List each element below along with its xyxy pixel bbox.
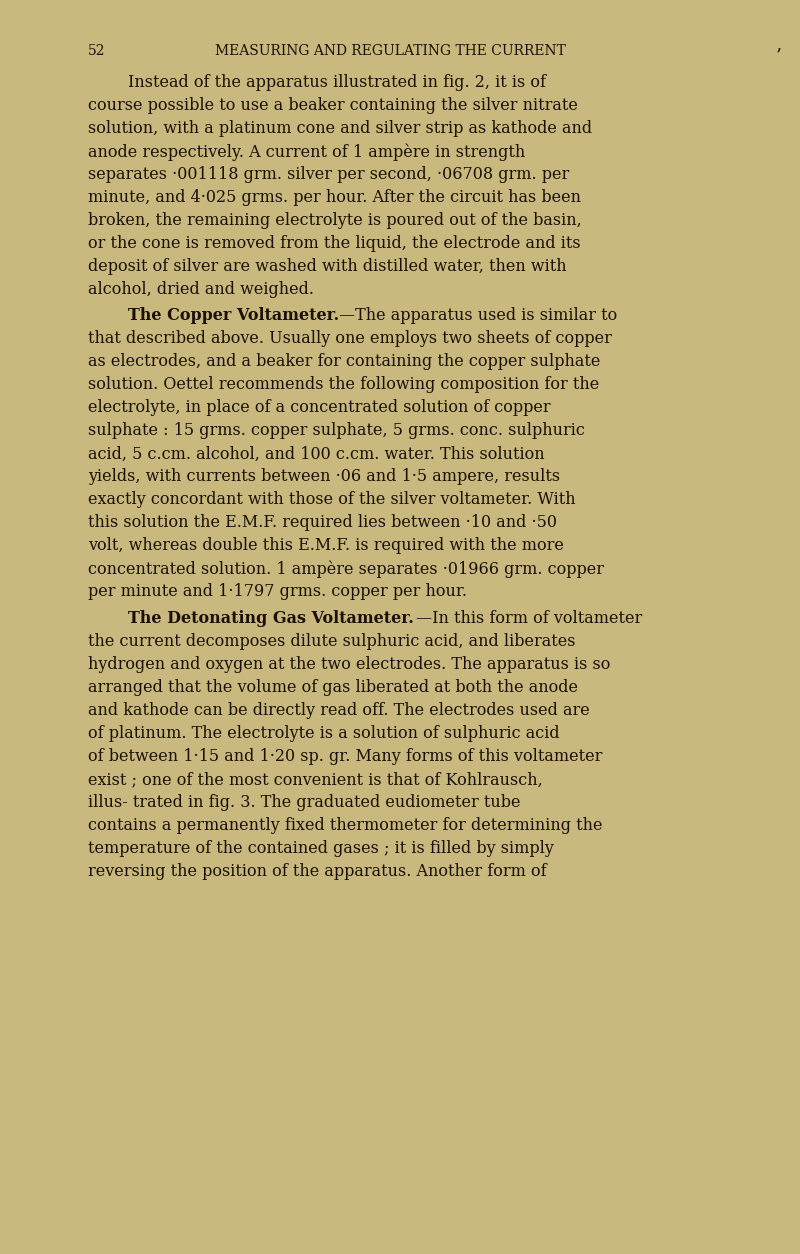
- Text: The Copper Voltameter.: The Copper Voltameter.: [128, 307, 339, 325]
- Text: broken, the remaining electrolyte is poured out of the basin,: broken, the remaining electrolyte is pou…: [88, 212, 582, 229]
- Text: concentrated solution. 1 ampère separates ·01966 grm. copper: concentrated solution. 1 ampère separate…: [88, 561, 604, 578]
- Text: this solution the E.M.F. required lies between ·10 and ·50: this solution the E.M.F. required lies b…: [88, 514, 557, 532]
- Text: of between 1·15 and 1·20 sp. gr. Many forms of this voltameter: of between 1·15 and 1·20 sp. gr. Many fo…: [88, 747, 602, 765]
- Text: exist ; one of the most convenient is that of Kohlrausch,: exist ; one of the most convenient is th…: [88, 771, 542, 788]
- Text: solution. Oettel recommends the following composition for the: solution. Oettel recommends the followin…: [88, 376, 599, 394]
- Text: yields, with currents between ·06 and 1·5 ampere, results: yields, with currents between ·06 and 1·…: [88, 469, 560, 485]
- Text: per minute and 1·1797 grms. copper per hour.: per minute and 1·1797 grms. copper per h…: [88, 583, 467, 601]
- Text: or the cone is removed from the liquid, the electrode and its: or the cone is removed from the liquid, …: [88, 234, 581, 252]
- Text: that described above. Usually one employs two sheets of copper: that described above. Usually one employ…: [88, 331, 612, 347]
- Text: of platinum. The electrolyte is a solution of sulphuric acid: of platinum. The electrolyte is a soluti…: [88, 725, 560, 742]
- Text: —The apparatus used is similar to: —The apparatus used is similar to: [339, 307, 617, 325]
- Text: deposit of silver are washed with distilled water, then with: deposit of silver are washed with distil…: [88, 258, 566, 275]
- Text: Instead of the apparatus illustrated in fig. 2, it is of: Instead of the apparatus illustrated in …: [128, 74, 546, 92]
- Text: solution, with a platinum cone and silver strip as kathode and: solution, with a platinum cone and silve…: [88, 120, 592, 137]
- Text: alcohol, dried and weighed.: alcohol, dried and weighed.: [88, 281, 314, 298]
- Text: exactly concordant with those of the silver voltameter. With: exactly concordant with those of the sil…: [88, 492, 576, 508]
- Text: electrolyte, in place of a concentrated solution of copper: electrolyte, in place of a concentrated …: [88, 400, 550, 416]
- Text: contains a permanently fixed thermometer for determining the: contains a permanently fixed thermometer…: [88, 816, 602, 834]
- Text: the current decomposes dilute sulphuric acid, and liberates: the current decomposes dilute sulphuric …: [88, 633, 575, 650]
- Text: arranged that the volume of gas liberated at both the anode: arranged that the volume of gas liberate…: [88, 678, 578, 696]
- Text: course possible to use a beaker containing the silver nitrate: course possible to use a beaker containi…: [88, 97, 578, 114]
- Text: and kathode can be directly read off. The electrodes used are: and kathode can be directly read off. Th…: [88, 702, 590, 719]
- Text: temperature of the contained gases ; it is filled by simply: temperature of the contained gases ; it …: [88, 840, 554, 856]
- Text: ’: ’: [776, 46, 782, 65]
- Text: MEASURING AND REGULATING THE CURRENT: MEASURING AND REGULATING THE CURRENT: [214, 44, 566, 58]
- Text: The Detonating Gas Voltameter.: The Detonating Gas Voltameter.: [128, 609, 414, 627]
- Text: 52: 52: [88, 44, 106, 58]
- Text: volt, whereas double this E.M.F. is required with the more: volt, whereas double this E.M.F. is requ…: [88, 538, 564, 554]
- Text: —In this form of voltameter: —In this form of voltameter: [415, 609, 642, 627]
- Text: reversing the position of the apparatus. Another form of: reversing the position of the apparatus.…: [88, 863, 546, 880]
- Text: illus- trated in fig. 3. The graduated eudiometer tube: illus- trated in fig. 3. The graduated e…: [88, 794, 521, 811]
- Text: anode respectively. A current of 1 ampère in strength: anode respectively. A current of 1 ampèr…: [88, 143, 526, 161]
- Text: separates ·001118 grm. silver per second, ·06708 grm. per: separates ·001118 grm. silver per second…: [88, 166, 570, 183]
- Text: sulphate : 15 grms. copper sulphate, 5 grms. conc. sulphuric: sulphate : 15 grms. copper sulphate, 5 g…: [88, 423, 585, 439]
- Text: acid, 5 c.cm. alcohol, and 100 c.cm. water. This solution: acid, 5 c.cm. alcohol, and 100 c.cm. wat…: [88, 445, 545, 463]
- Text: minute, and 4·025 grms. per hour. After the circuit has been: minute, and 4·025 grms. per hour. After …: [88, 189, 581, 206]
- Text: as electrodes, and a beaker for containing the copper sulphate: as electrodes, and a beaker for containi…: [88, 354, 600, 370]
- Text: hydrogen and oxygen at the two electrodes. The apparatus is so: hydrogen and oxygen at the two electrode…: [88, 656, 610, 673]
